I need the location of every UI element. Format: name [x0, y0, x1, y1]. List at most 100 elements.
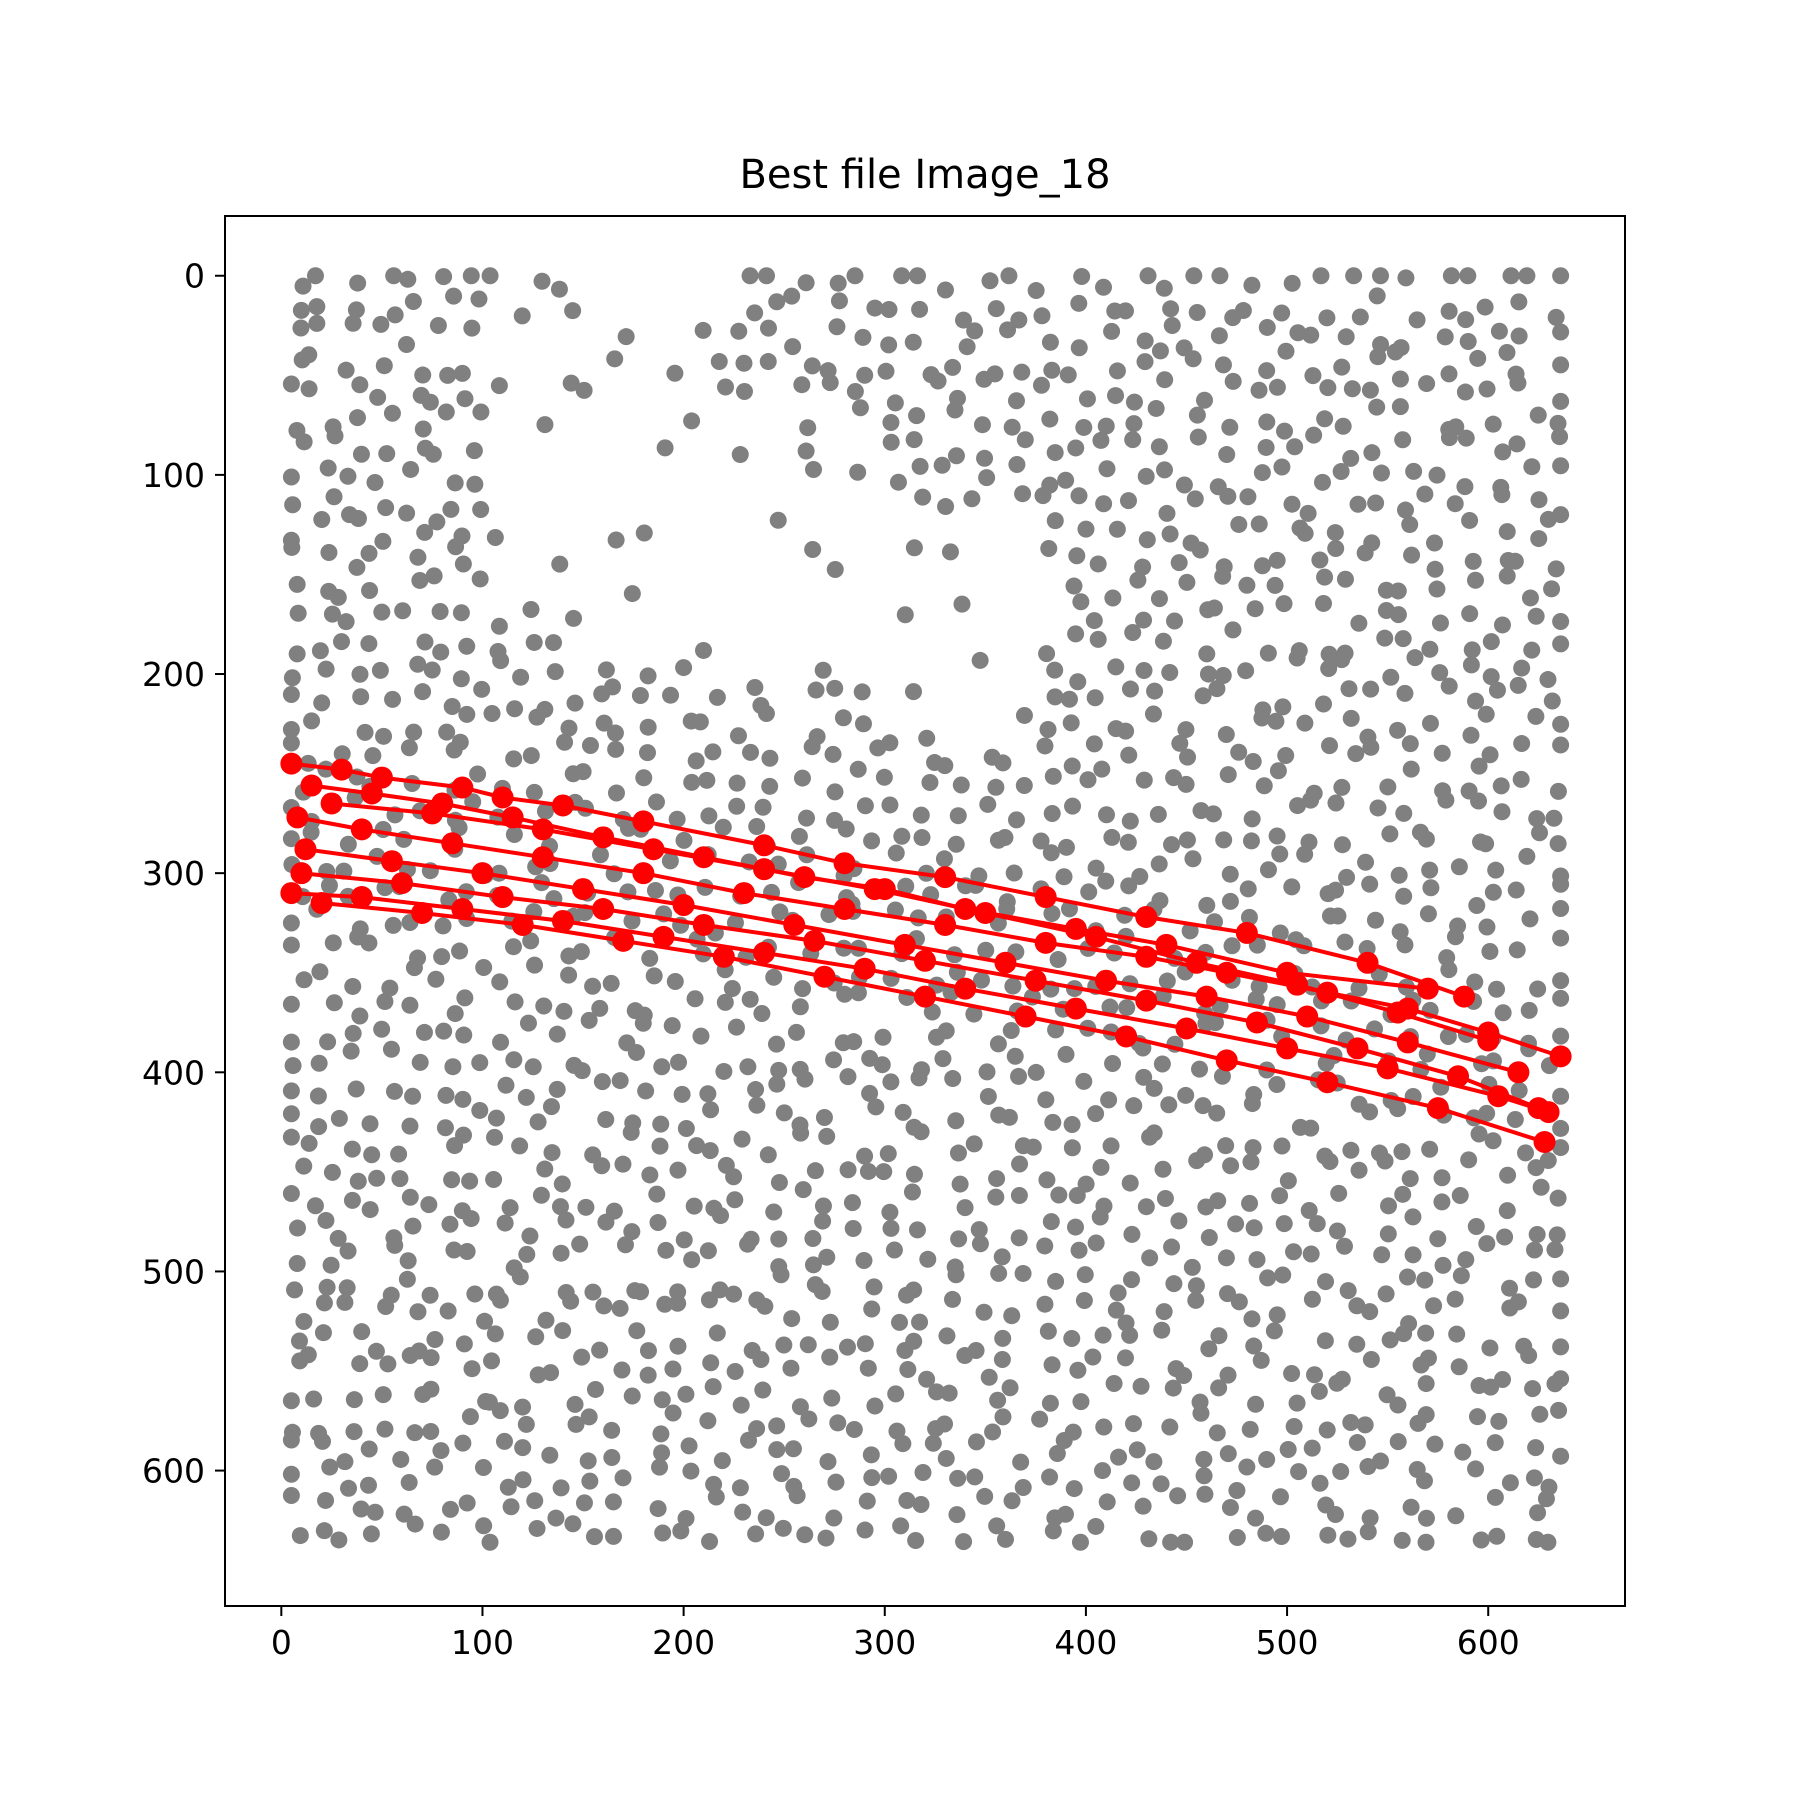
scatter-point [1215, 831, 1233, 849]
scatter-point [759, 319, 777, 337]
scatter-point [1461, 605, 1479, 623]
scatter-point [1376, 629, 1394, 647]
scatter-point [1389, 1100, 1407, 1118]
scatter-point [647, 793, 665, 811]
scatter-point [701, 1532, 719, 1550]
scatter-point [607, 784, 625, 802]
trajectory-point [863, 878, 886, 901]
scatter-point [282, 1082, 300, 1100]
scatter-point [1145, 1453, 1163, 1471]
scatter-point [1104, 589, 1122, 607]
scatter-point [940, 1384, 958, 1402]
scatter-point [1034, 487, 1052, 505]
scatter-point [461, 1408, 479, 1426]
scatter-point [1440, 302, 1458, 320]
trajectory-point [1376, 1057, 1399, 1080]
scatter-point [521, 1227, 539, 1245]
scatter-point [282, 1392, 300, 1410]
scatter-point [1087, 859, 1105, 877]
scatter-point [754, 798, 772, 816]
scatter-point [1361, 1509, 1379, 1527]
scatter-point [1333, 651, 1351, 669]
scatter-points [282, 267, 1570, 1551]
scatter-point [1398, 1268, 1416, 1286]
scatter-point [699, 1085, 717, 1103]
scatter-point [635, 524, 653, 542]
scatter-point [1369, 348, 1387, 366]
scatter-point [1015, 777, 1033, 795]
scatter-point [441, 1215, 459, 1233]
scatter-point [994, 1329, 1012, 1347]
scatter-point [948, 1506, 966, 1524]
scatter-point [1433, 744, 1451, 762]
scatter-point [1509, 676, 1527, 694]
scatter-point [1547, 560, 1565, 578]
scatter-point [282, 936, 300, 954]
scatter-point [971, 1235, 989, 1253]
scatter-point [1107, 658, 1125, 676]
trajectory-point [1416, 977, 1439, 1000]
trajectory-point [330, 758, 353, 781]
scatter-point [290, 1332, 308, 1350]
scatter-point [677, 1385, 695, 1403]
scatter-point [1404, 1208, 1422, 1226]
scatter-point [818, 1127, 836, 1145]
scatter-point [306, 267, 324, 285]
scatter-point [571, 1235, 589, 1253]
scatter-point [1349, 495, 1367, 513]
trajectory-point [853, 957, 876, 980]
scatter-point [1230, 1293, 1248, 1311]
scatter-point [1271, 924, 1289, 942]
scatter-point [325, 994, 343, 1012]
scatter-point [575, 1494, 593, 1512]
scatter-point [731, 446, 749, 464]
scatter-point [444, 1058, 462, 1076]
scatter-point [799, 1336, 817, 1354]
scatter-point [752, 1350, 770, 1368]
scatter-point [875, 1163, 893, 1181]
scatter-point [548, 1080, 566, 1098]
scatter-point [286, 1281, 304, 1299]
scatter-point [1247, 1395, 1265, 1413]
scatter-point [517, 1415, 535, 1433]
scatter-point [675, 831, 693, 849]
scatter-point [336, 1453, 354, 1471]
scatter-point [405, 723, 423, 741]
scatter-point [937, 1449, 955, 1467]
scatter-point [1010, 311, 1028, 329]
scatter-point [1395, 804, 1413, 822]
scatter-point [1439, 1027, 1457, 1045]
scatter-point [1461, 511, 1479, 529]
scatter-point [1120, 877, 1138, 895]
scatter-point [1138, 531, 1156, 549]
scatter-point [522, 747, 540, 765]
scatter-point [1046, 688, 1064, 706]
scatter-point [1259, 644, 1277, 662]
scatter-point [1027, 282, 1045, 300]
scatter-point [1219, 1366, 1237, 1384]
scatter-point [783, 1310, 801, 1328]
scatter-point [662, 686, 680, 704]
scatter-point [639, 1366, 657, 1384]
scatter-point [1333, 836, 1351, 854]
scatter-point [1447, 1507, 1465, 1525]
scatter-point [361, 1115, 379, 1133]
scatter-point [826, 560, 844, 578]
scatter-point [782, 1359, 800, 1377]
scatter-point [784, 1440, 802, 1458]
scatter-point [1279, 1172, 1297, 1190]
scatter-point [765, 968, 783, 986]
scatter-point [282, 1465, 300, 1483]
scatter-point [1506, 1111, 1524, 1129]
scatter-point [1116, 302, 1134, 320]
scatter-point [1033, 307, 1051, 325]
scatter-point [881, 734, 899, 752]
scatter-point [1067, 625, 1085, 643]
scatter-point [308, 298, 326, 316]
scatter-point [652, 1425, 670, 1443]
scatter-point [466, 475, 484, 493]
scatter-point [1259, 1269, 1277, 1287]
scatter-point [1336, 933, 1354, 951]
scatter-point [1335, 1237, 1353, 1255]
scatter-point [1308, 1215, 1326, 1233]
